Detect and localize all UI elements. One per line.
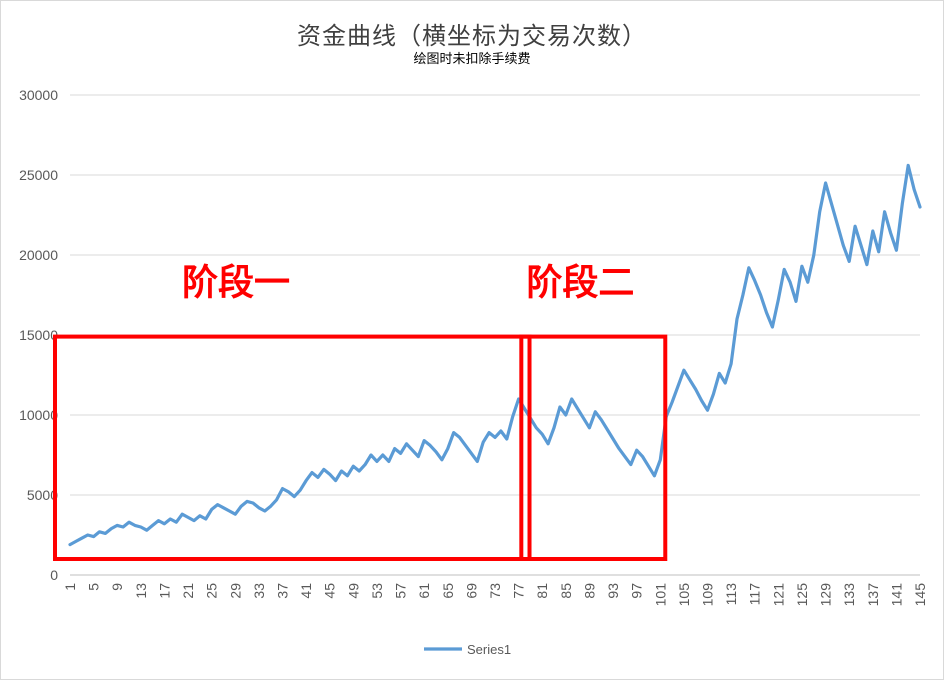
- x-tick-label: 21: [180, 583, 196, 599]
- x-tick-label: 85: [558, 583, 574, 599]
- x-tick-label: 25: [204, 583, 220, 599]
- x-tick-label: 5: [86, 583, 102, 591]
- phase-label: 阶段二: [526, 263, 634, 304]
- legend-label: Series1: [467, 642, 511, 657]
- x-tick-label: 117: [747, 583, 763, 606]
- x-axis-ticks: 1 5 9 13 17 21 25 29 33 37 41 45 49 53 57 61 65 69 73 77 81 8…: [62, 583, 928, 607]
- x-tick-label: 53: [369, 583, 385, 599]
- x-tick-label: 93: [605, 583, 621, 599]
- x-tick-label: 145: [912, 583, 928, 607]
- x-tick-label: 65: [440, 583, 456, 599]
- phase-annotations: 阶段一 阶段二: [53, 263, 668, 561]
- series-line: [68, 163, 922, 547]
- x-tick-label: 77: [511, 583, 527, 599]
- x-tick-label: 73: [487, 583, 503, 599]
- x-tick-label: 121: [770, 583, 786, 607]
- legend: Series1: [424, 642, 511, 657]
- x-tick-label: 141: [888, 583, 904, 607]
- y-axis-ticks: 0 5000 10000 15000 20000 25000 30000: [19, 87, 58, 583]
- x-tick-label: 101: [652, 583, 668, 607]
- x-tick-label: 105: [676, 583, 692, 607]
- phase-box: [519, 334, 668, 561]
- chart-title: 资金曲线（横坐标为交易次数）: [297, 22, 647, 50]
- x-tick-label: 37: [275, 583, 291, 599]
- x-tick-label: 69: [463, 583, 479, 599]
- x-tick-label: 17: [156, 583, 172, 599]
- x-tick-label: 49: [345, 583, 361, 599]
- x-tick-label: 57: [393, 583, 409, 599]
- x-tick-label: 45: [322, 583, 338, 599]
- x-tick-label: 1: [62, 583, 78, 591]
- x-tick-label: 137: [865, 583, 881, 607]
- x-tick-label: 41: [298, 583, 314, 599]
- x-tick-label: 29: [227, 583, 243, 599]
- y-tick-label: 15000: [19, 327, 58, 343]
- x-tick-label: 125: [794, 583, 810, 607]
- x-tick-label: 133: [841, 583, 857, 607]
- phase-label: 阶段一: [182, 263, 290, 304]
- x-tick-label: 33: [251, 583, 267, 599]
- x-tick-label: 13: [133, 583, 149, 599]
- phase-box: [53, 334, 532, 561]
- x-tick-label: 97: [629, 583, 645, 599]
- y-tick-label: 25000: [19, 167, 58, 183]
- x-tick-label: 113: [723, 583, 739, 606]
- x-tick-label: 109: [700, 583, 716, 607]
- y-tick-label: 0: [50, 567, 58, 583]
- y-tick-label: 10000: [19, 407, 58, 423]
- series-layer: [68, 163, 922, 547]
- x-tick-label: 89: [581, 583, 597, 599]
- x-tick-label: 81: [534, 583, 550, 599]
- y-tick-label: 5000: [27, 487, 58, 503]
- x-tick-label: 129: [818, 583, 834, 607]
- chart-subtitle: 绘图时未扣除手续费: [413, 52, 531, 67]
- x-tick-label: 9: [109, 583, 125, 591]
- y-tick-label: 30000: [19, 87, 58, 103]
- y-tick-label: 20000: [19, 247, 58, 263]
- x-tick-label: 61: [416, 583, 432, 599]
